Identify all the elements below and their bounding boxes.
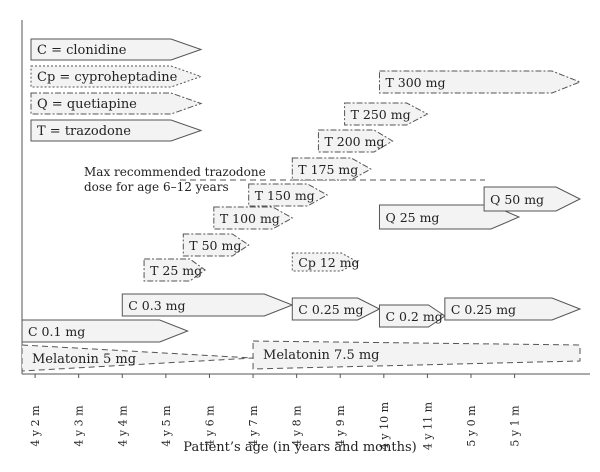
bar-label-t-175-mg-12: T 175 mg (298, 162, 358, 177)
reference-line-label-0: Max recommended trazodone (84, 165, 266, 179)
bar-t-100-mg-10 (213, 206, 294, 230)
x-tick-label-4-y-11-m: 4 y 11 m (421, 401, 434, 450)
bar-label-c-0-3-mg-3: C 0.3 mg (128, 298, 185, 313)
bar-label-t-100-mg-10: T 100 mg (220, 211, 280, 226)
x-tick-label-5-y-0-m: 5 y 0 m (465, 405, 478, 447)
bar-label-q-50-mg-17: Q 50 mg (490, 192, 544, 207)
bar-c-0-25-mg-4 (291, 297, 381, 321)
bar-label-c-0-25-mg-4: C 0.25 mg (298, 302, 363, 317)
bar-label-cp-12-mg-7: Cp 12 mg (298, 255, 359, 270)
bar-t-250-mg-14 (344, 102, 429, 126)
bar-c-0-3-mg-3 (121, 293, 294, 317)
bar-label-melatonin-5-mg-0: Melatonin 5 mg (32, 352, 136, 367)
legend-label-cp-cyproheptadine: Cp = cyproheptadine (37, 70, 178, 85)
bar-label-c-0-2-mg-5: C 0.2 mg (385, 309, 442, 324)
x-tick-label-4-y-5-m: 4 y 5 m (160, 405, 173, 447)
bar-t-300-mg-15 (378, 70, 582, 94)
bar-c-0-25-mg-6 (444, 297, 582, 321)
bar-c-0-2-mg-5 (378, 304, 446, 328)
x-tick-label-4-y-3-m: 4 y 3 m (73, 405, 86, 447)
bar-q-50-mg-17 (483, 186, 582, 212)
bar-label-t-150-mg-11: T 150 mg (255, 188, 315, 203)
x-tick-label-4-y-9-m: 4 y 9 m (334, 405, 347, 447)
x-tick-label-4-y-4-m: 4 y 4 m (116, 405, 129, 447)
legend-label-c-clonidine: C = clonidine (37, 43, 127, 58)
x-tick-label-4-y-2-m: 4 y 2 m (29, 405, 42, 447)
bar-cp-12-mg-7 (291, 252, 359, 272)
x-axis-label: Patient’s age (in years and months) (183, 440, 417, 455)
reference-line-label-1: dose for age 6–12 years (84, 180, 229, 194)
bar-t-150-mg-11 (248, 183, 329, 207)
legend-box-q-quetiapine (30, 92, 203, 115)
bar-label-t-200-mg-13: T 200 mg (324, 134, 384, 149)
bar-melatonin-7-5-mg-1 (252, 340, 581, 370)
legend-box-c-clonidine (30, 38, 203, 61)
legend-box-cp-cyproheptadine (30, 65, 203, 88)
legend-box-t-trazodone (30, 119, 203, 142)
bar-label-t-50-mg-9: T 50 mg (189, 238, 241, 253)
bar-label-t-300-mg-15: T 300 mg (385, 75, 445, 90)
bar-t-50-mg-9 (182, 233, 250, 257)
x-tick-label-4-y-7-m: 4 y 7 m (247, 405, 260, 447)
bar-t-25-mg-8 (143, 258, 206, 282)
bar-label-t-250-mg-14: T 250 mg (351, 107, 411, 122)
x-tick-label-5-y-1-m: 5 y 1 m (509, 405, 522, 447)
legend-label-t-trazodone: T = trazodone (37, 124, 131, 139)
x-tick-label-4-y-8-m: 4 y 8 m (291, 405, 304, 447)
x-tick-label-4-y-10-m: 4 y 10 m (378, 401, 391, 450)
legend-label-q-quetiapine: Q = quetiapine (37, 97, 137, 112)
bar-c-0-1-mg-2 (21, 319, 190, 343)
bar-t-175-mg-12 (291, 157, 372, 181)
bar-t-200-mg-13 (317, 129, 394, 153)
bar-label-q-25-mg-16: Q 25 mg (385, 210, 439, 225)
bar-label-t-25-mg-8: T 25 mg (150, 263, 202, 278)
bar-label-c-0-25-mg-6: C 0.25 mg (451, 302, 516, 317)
x-tick-label-4-y-6-m: 4 y 6 m (203, 405, 216, 447)
bar-label-c-0-1-mg-2: C 0.1 mg (28, 324, 85, 339)
bar-melatonin-5-mg-0 (21, 344, 254, 372)
bar-label-melatonin-7-5-mg-1: Melatonin 7.5 mg (263, 348, 379, 363)
